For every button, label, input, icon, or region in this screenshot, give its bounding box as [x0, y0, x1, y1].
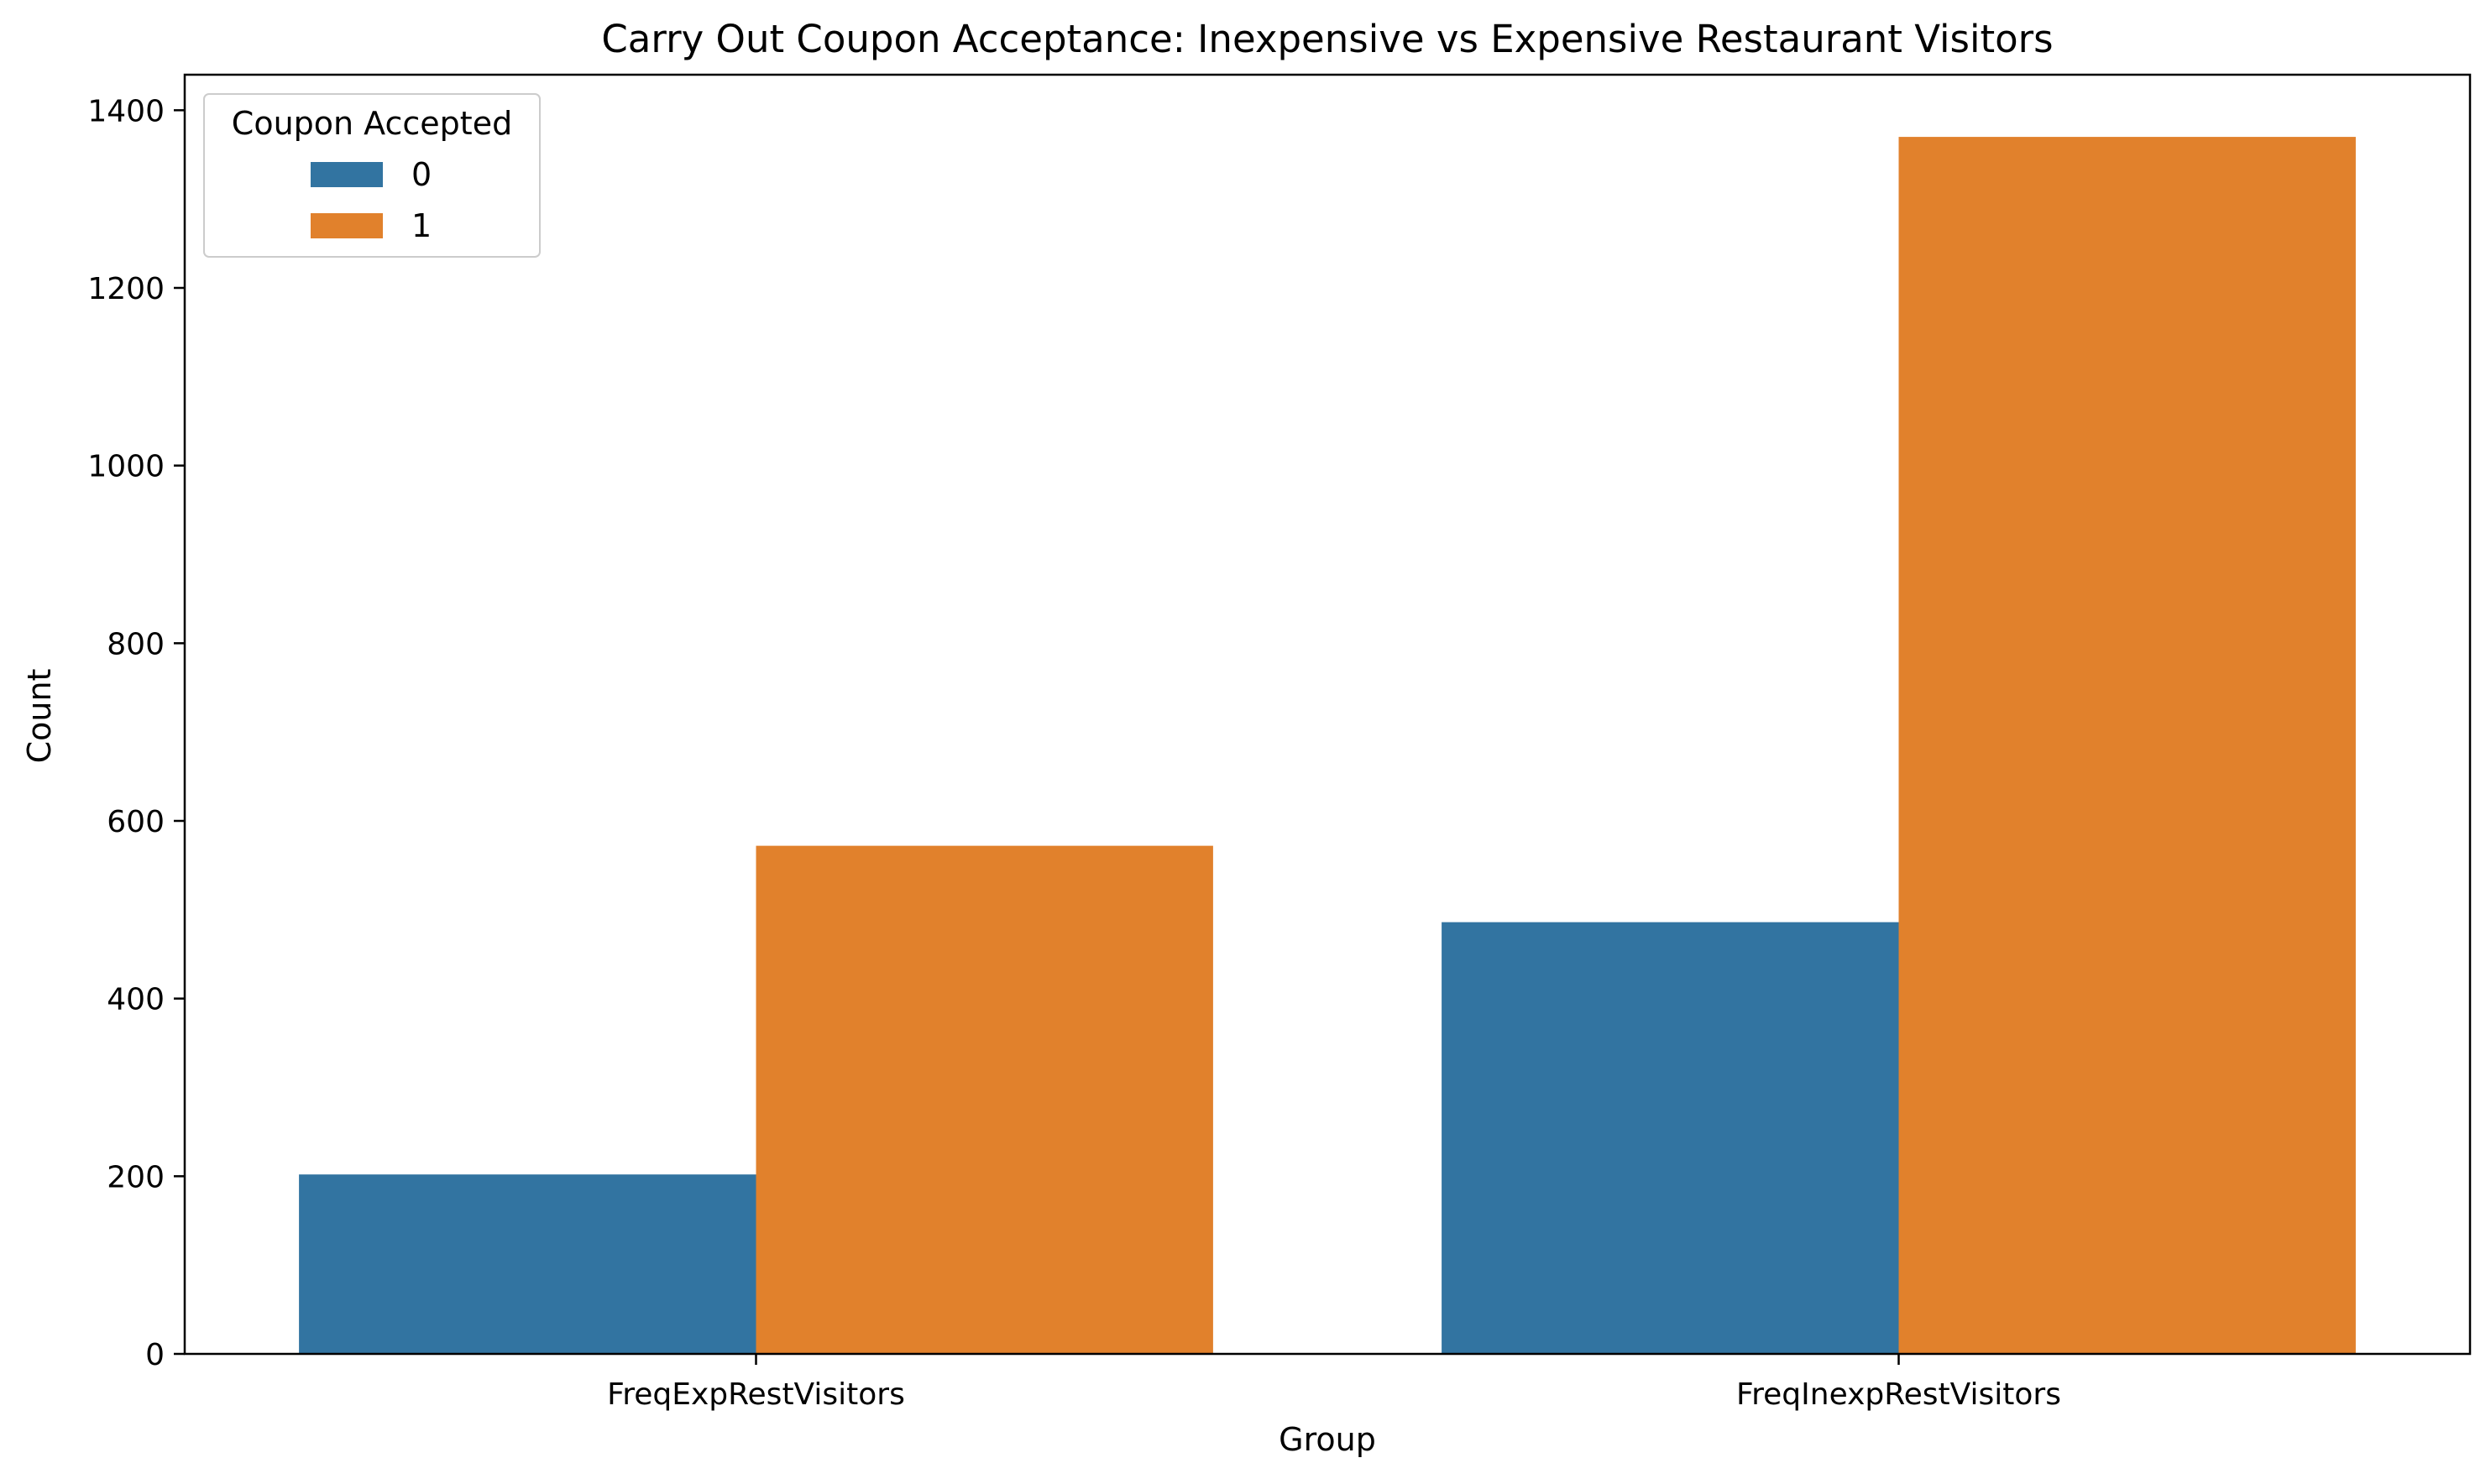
- legend-label-0: 0: [411, 156, 432, 193]
- x-axis-label: Group: [1279, 1421, 1376, 1458]
- legend: Coupon Accepted 0 1: [203, 93, 541, 258]
- y-axis-label: Count: [21, 669, 58, 764]
- legend-swatch-1: [311, 213, 383, 238]
- y-tick-label: 800: [107, 627, 165, 661]
- y-tick-label: 0: [145, 1338, 165, 1372]
- bar-FreqInexpRestVisitors-series-0: [1442, 922, 1899, 1354]
- bar-FreqExpRestVisitors-series-0: [299, 1174, 756, 1354]
- x-tick-label: FreqInexpRestVisitors: [1736, 1377, 2061, 1412]
- y-tick-label: 600: [107, 805, 165, 839]
- y-tick-label: 1400: [87, 94, 165, 128]
- x-tick-label: FreqExpRestVisitors: [607, 1377, 905, 1412]
- bar-FreqInexpRestVisitors-series-1: [1898, 137, 2356, 1354]
- y-tick-label: 400: [107, 983, 165, 1017]
- x-axis: FreqExpRestVisitors FreqInexpRestVisitors: [607, 1354, 2061, 1412]
- legend-title: Coupon Accepted: [232, 105, 512, 142]
- y-tick-label: 1000: [87, 450, 165, 484]
- chart-title: Carry Out Coupon Acceptance: Inexpensive…: [601, 17, 2053, 61]
- plot-frame: [183, 73, 2472, 1356]
- y-tick-label: 200: [107, 1160, 165, 1194]
- y-axis: 0 200 400 600 800 1000 1200 1400: [87, 94, 185, 1372]
- y-tick-label: 1200: [87, 272, 165, 306]
- legend-label-1: 1: [411, 207, 432, 244]
- bar-FreqExpRestVisitors-series-1: [756, 845, 1213, 1354]
- legend-swatch-0: [311, 162, 383, 187]
- bars-group: [299, 137, 2356, 1354]
